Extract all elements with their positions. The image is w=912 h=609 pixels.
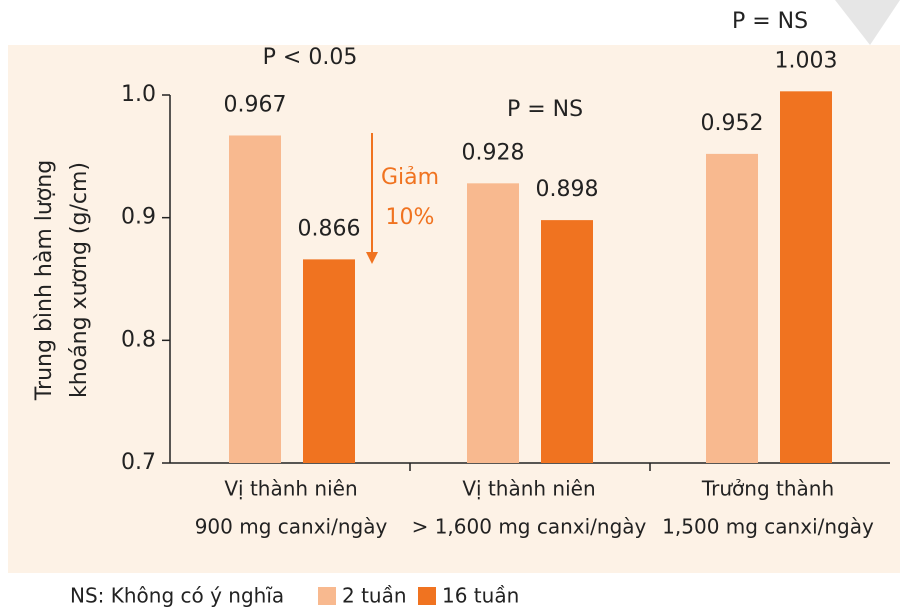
bar	[229, 135, 281, 464]
data-label: 1.003	[775, 48, 838, 73]
annotation: P = NS	[507, 97, 583, 122]
reduction-label: Giảm	[381, 165, 439, 190]
y-tick-label: 0.9	[121, 205, 156, 230]
y-tick-label: 0.8	[121, 327, 156, 352]
data-label: 0.928	[462, 140, 525, 165]
bar	[706, 153, 758, 463]
x-tick-label: Vị thành niên	[462, 477, 595, 501]
bar	[541, 220, 593, 463]
data-label: 0.898	[536, 177, 599, 202]
x-tick-label: 1,500 mg canxi/ngày	[662, 515, 874, 539]
y-axis-label: Trung bình hàm lượng	[32, 160, 57, 401]
bar	[780, 91, 832, 463]
y-axis-label: khoáng xương (g/cm)	[67, 162, 92, 398]
data-label: 0.866	[298, 216, 361, 241]
note: NS: Không có ý nghĩa	[70, 584, 284, 608]
decoration	[835, 0, 900, 45]
bar	[467, 183, 519, 463]
x-tick-label: Trưởng thành	[701, 477, 834, 501]
annotation: P = NS	[732, 9, 808, 34]
x-tick-label: > 1,600 mg canxi/ngày	[412, 515, 647, 539]
legend-label: 16 tuần	[442, 584, 519, 608]
y-tick-label: 0.7	[121, 450, 156, 475]
bar	[303, 259, 355, 463]
x-tick-label: Vị thành niên	[224, 477, 357, 501]
reduction-arrowhead	[366, 252, 378, 264]
legend-swatch	[418, 587, 436, 605]
data-label: 0.967	[224, 92, 287, 117]
legend-swatch	[318, 587, 336, 605]
reduction-label: 10%	[386, 205, 435, 230]
data-label: 0.952	[701, 111, 764, 136]
y-tick-label: 1.0	[121, 82, 156, 107]
annotation: P < 0.05	[263, 45, 358, 70]
x-tick-label: 900 mg canxi/ngày	[195, 515, 388, 539]
legend-label: 2 tuần	[342, 584, 407, 608]
